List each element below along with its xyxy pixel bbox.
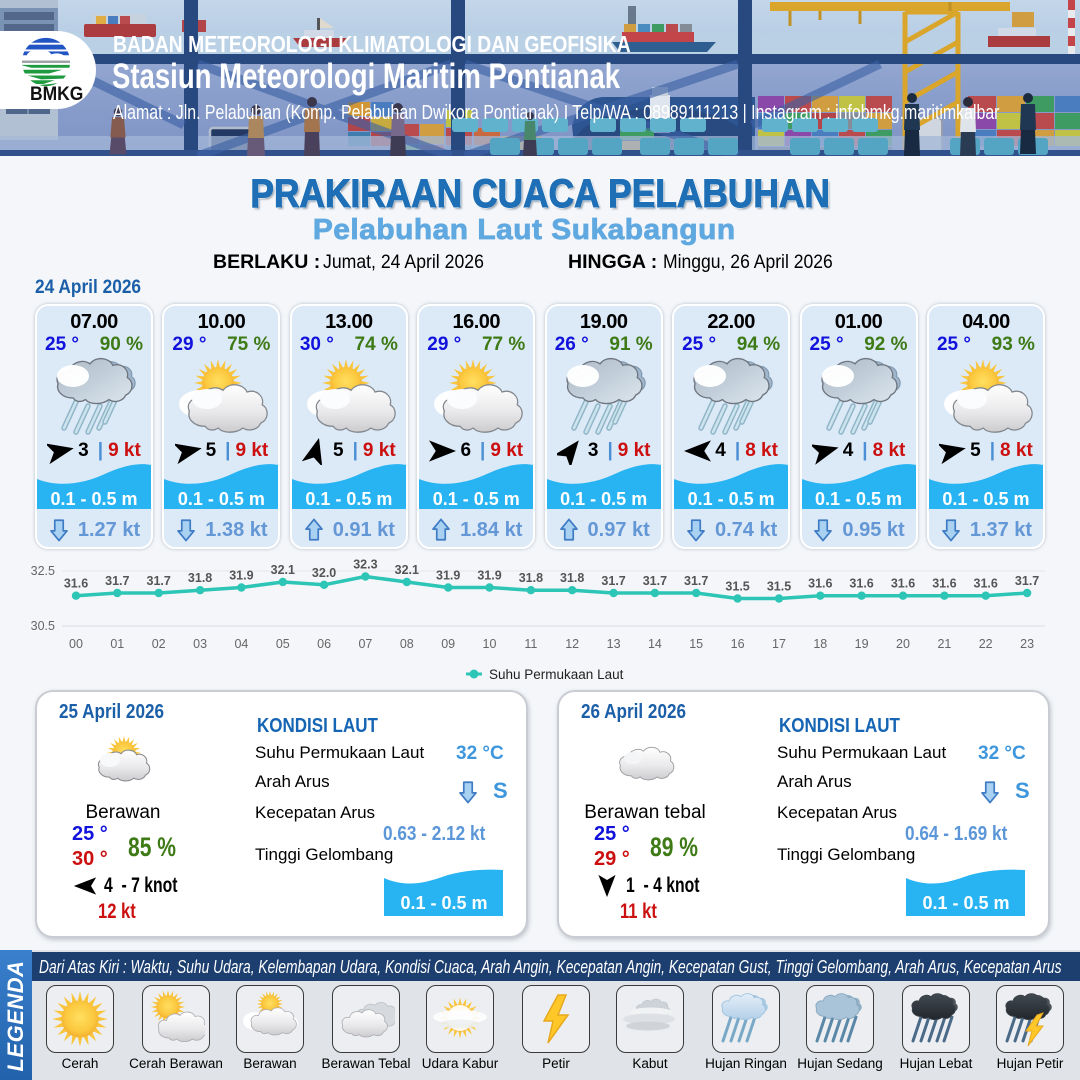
svg-text:31.6: 31.6	[932, 577, 956, 591]
svg-text:08: 08	[400, 637, 414, 651]
svg-text:18: 18	[813, 637, 827, 651]
svg-text:11: 11	[524, 637, 537, 651]
svg-text:14: 14	[648, 637, 662, 651]
svg-text:23: 23	[1020, 637, 1034, 651]
svg-text:31.6: 31.6	[849, 577, 873, 591]
svg-text:0.1 - 0.5 m: 0.1 - 0.5 m	[922, 893, 1009, 913]
svg-text:10: 10	[483, 637, 497, 651]
svg-text:31.6: 31.6	[974, 577, 998, 591]
svg-text:16: 16	[731, 637, 745, 651]
svg-text:01: 01	[110, 637, 124, 651]
svg-text:32.3: 32.3	[353, 558, 377, 572]
svg-text:06: 06	[317, 637, 331, 651]
svg-text:31.7: 31.7	[643, 574, 667, 588]
svg-text:12: 12	[565, 637, 579, 651]
svg-text:31.6: 31.6	[891, 577, 915, 591]
svg-text:15: 15	[689, 637, 703, 651]
svg-text:31.7: 31.7	[105, 574, 129, 588]
svg-text:31.7: 31.7	[601, 574, 625, 588]
svg-text:30.5: 30.5	[31, 619, 55, 633]
svg-text:13: 13	[607, 637, 621, 651]
svg-text:07: 07	[358, 637, 372, 651]
svg-text:31.9: 31.9	[436, 569, 460, 583]
svg-text:31.5: 31.5	[767, 580, 791, 594]
svg-text:19: 19	[855, 637, 869, 651]
svg-text:04: 04	[234, 637, 248, 651]
svg-text:32.5: 32.5	[31, 564, 55, 578]
svg-text:03: 03	[193, 637, 207, 651]
svg-text:31.6: 31.6	[808, 577, 832, 591]
svg-text:31.7: 31.7	[147, 574, 171, 588]
svg-text:31.9: 31.9	[229, 569, 253, 583]
svg-text:31.6: 31.6	[64, 577, 88, 591]
svg-text:31.7: 31.7	[684, 574, 708, 588]
svg-text:32.1: 32.1	[271, 563, 295, 577]
svg-text:31.8: 31.8	[560, 571, 584, 585]
svg-text:02: 02	[152, 637, 166, 651]
svg-text:32.0: 32.0	[312, 566, 336, 580]
svg-text:31.5: 31.5	[725, 580, 749, 594]
svg-text:09: 09	[441, 637, 455, 651]
svg-text:20: 20	[896, 637, 910, 651]
svg-text:Suhu Permukaan Laut: Suhu Permukaan Laut	[489, 667, 624, 682]
svg-text:0.1 - 0.5 m: 0.1 - 0.5 m	[400, 893, 487, 913]
svg-text:22: 22	[979, 637, 993, 651]
svg-text:05: 05	[276, 637, 290, 651]
svg-text:00: 00	[69, 637, 83, 651]
svg-text:32.1: 32.1	[395, 563, 419, 577]
svg-text:31.9: 31.9	[477, 569, 501, 583]
svg-text:21: 21	[937, 637, 951, 651]
svg-text:31.8: 31.8	[519, 571, 543, 585]
svg-text:31.7: 31.7	[1015, 574, 1039, 588]
svg-text:17: 17	[772, 637, 786, 651]
svg-text:31.8: 31.8	[188, 571, 212, 585]
